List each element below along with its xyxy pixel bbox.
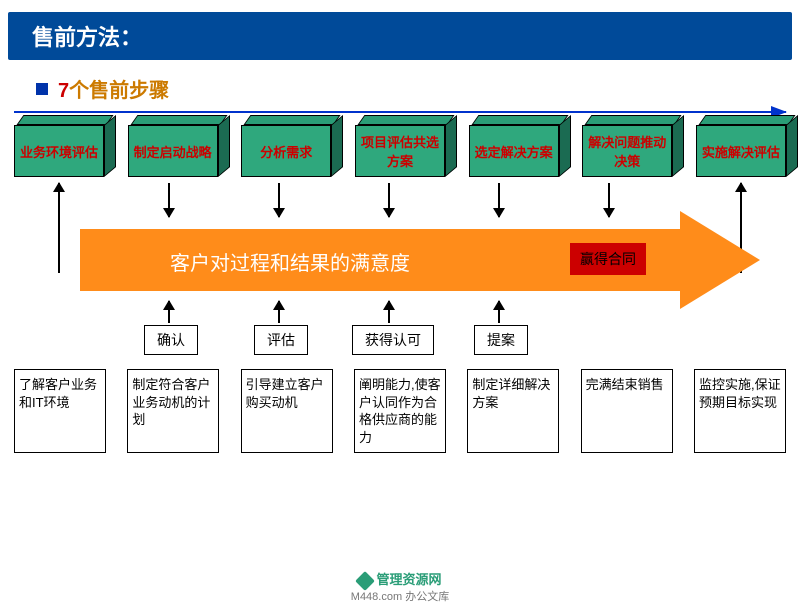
tag-box: 确认: [144, 325, 198, 355]
step-box: 实施解决评估: [696, 125, 786, 177]
desc-box: 制定详细解决方案: [467, 369, 559, 453]
footer: 管理资源网 M448.com 办公文库: [0, 569, 800, 604]
step-label: 选定解决方案: [469, 125, 559, 177]
down-arrow-icon: [278, 183, 280, 217]
step-label: 解决问题推动决策: [582, 125, 672, 177]
subtitle-text: 7个售前步骤: [58, 74, 169, 103]
up-arrow-icon: [278, 301, 280, 323]
up-arrow-icon: [388, 301, 390, 323]
double-arrow-icon: [58, 183, 60, 273]
satisfaction-text: 客户对过程和结果的满意度: [170, 247, 410, 276]
down-arrow-icon: [608, 183, 610, 217]
step-box: 业务环境评估: [14, 125, 104, 177]
steps-row: 业务环境评估 制定启动战略 分析需求 项目评估共选方案 选定解决方案 解决问题推…: [14, 125, 786, 177]
up-arrow-icon: [498, 301, 500, 323]
tag-box: 评估: [254, 325, 308, 355]
desc-box: 引导建立客户购买动机: [241, 369, 333, 453]
down-arrow-icon: [498, 183, 500, 217]
down-arrow-icon: [168, 183, 170, 217]
bullet-icon: [36, 83, 48, 95]
desc-box: 制定符合客户业务动机的计划: [127, 369, 219, 453]
desc-box: 完满结束销售: [581, 369, 673, 453]
subtitle-row: 7个售前步骤: [36, 74, 764, 103]
step-label: 业务环境评估: [14, 125, 104, 177]
win-contract-badge: 赢得合同: [570, 243, 646, 275]
step-box: 解决问题推动决策: [582, 125, 672, 177]
subtitle-rest: 个售前步骤: [69, 80, 169, 102]
down-arrow-icon: [388, 183, 390, 217]
step-box: 制定启动战略: [128, 125, 218, 177]
satisfaction-arrow: 客户对过程和结果的满意度 赢得合同: [80, 221, 786, 299]
step-box: 选定解决方案: [469, 125, 559, 177]
step-label: 分析需求: [241, 125, 331, 177]
descriptions-row: 了解客户业务和IT环境 制定符合客户业务动机的计划 引导建立客户购买动机 阐明能…: [14, 369, 786, 453]
tag-box: 获得认可: [352, 325, 434, 355]
subtitle-number: 7: [58, 80, 69, 102]
desc-box: 了解客户业务和IT环境: [14, 369, 106, 453]
desc-box: 阐明能力,使客户认同作为合格供应商的能力: [354, 369, 446, 453]
desc-box: 监控实施,保证预期目标实现: [694, 369, 786, 453]
footer-brand: 管理资源网: [376, 572, 441, 587]
up-arrow-icon: [168, 301, 170, 323]
footer-sub: M448.com 办公文库: [0, 588, 800, 604]
step-box: 分析需求: [241, 125, 331, 177]
step-label: 制定启动战略: [128, 125, 218, 177]
slide-title: 售前方法：: [8, 12, 792, 60]
timeline-arrow: [14, 111, 786, 113]
step-box: 项目评估共选方案: [355, 125, 445, 177]
tag-box: 提案: [474, 325, 528, 355]
step-label: 项目评估共选方案: [355, 125, 445, 177]
step-label: 实施解决评估: [696, 125, 786, 177]
